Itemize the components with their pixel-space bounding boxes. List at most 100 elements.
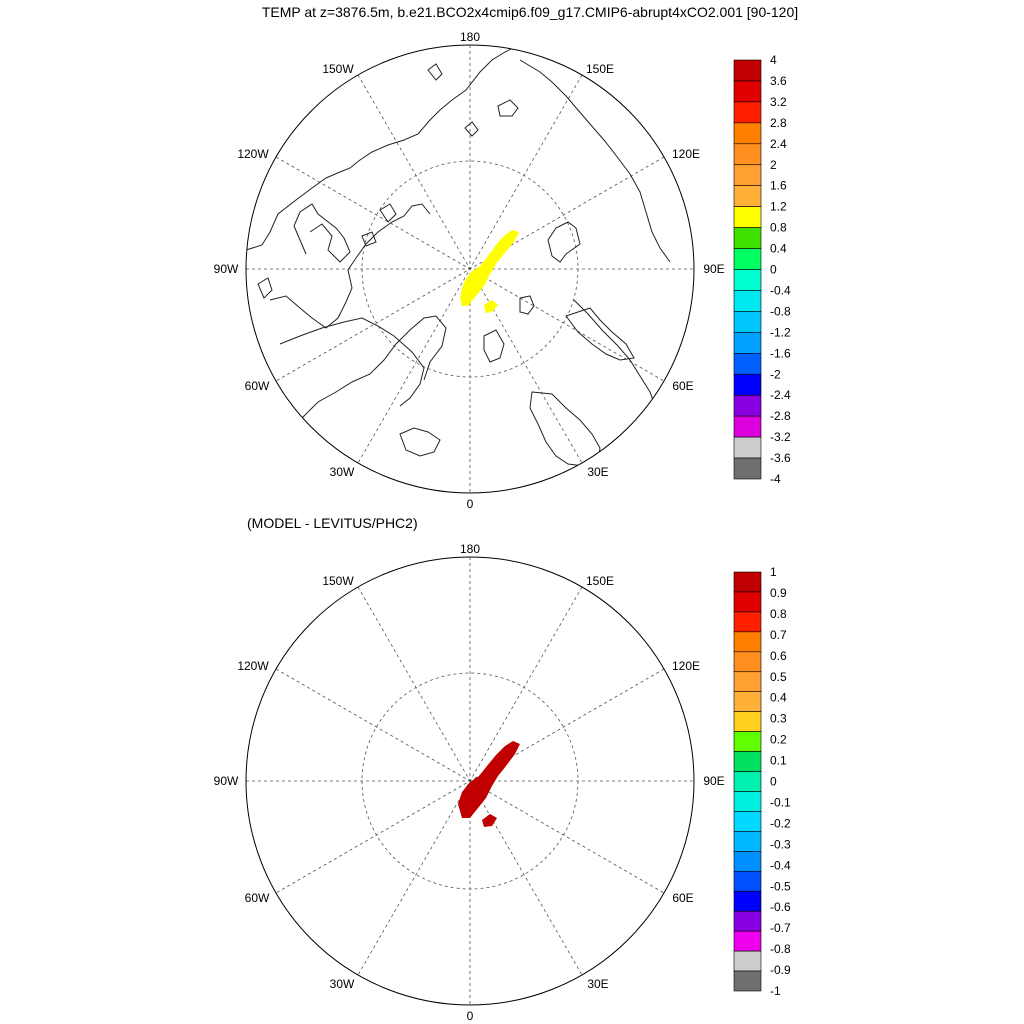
- colorbar-label: -0.2: [770, 816, 791, 830]
- colorbar-label: -3.6: [770, 451, 791, 465]
- lon-label-90w: 90W: [214, 774, 239, 788]
- lon-label-90w: 90W: [214, 262, 239, 276]
- colorbar-label: 0.5: [770, 670, 787, 684]
- colorbar-label: 0.6: [770, 649, 787, 663]
- colorbar-swatch: [733, 164, 762, 187]
- colorbar-swatch: [733, 970, 762, 992]
- colorbar-label: 0.1: [770, 754, 787, 768]
- graticule-top: [246, 45, 694, 493]
- colorbar-label: 0: [770, 263, 777, 277]
- data-region-bottom: [458, 741, 520, 827]
- colorbar-label: 0.9: [770, 586, 787, 600]
- lon-labels-top: 180 150W 150E 120W 120E 90W 90E 60W 60E …: [214, 30, 725, 511]
- colorbar-swatch: [733, 930, 762, 952]
- colorbar-label: 2.4: [770, 137, 787, 151]
- colorbar-label: -1.6: [770, 346, 791, 360]
- colorbar-swatch: [733, 373, 762, 396]
- lon-labels-bottom: 180 150W 150E 120W 120E 90W 90E 60W 60E …: [214, 542, 725, 1023]
- lon-label-30w: 30W: [330, 977, 355, 991]
- colorbar-label: -2.8: [770, 409, 791, 423]
- colorbar-label: -0.4: [770, 283, 791, 297]
- colorbar-label: -0.8: [770, 942, 791, 956]
- colorbar-swatch: [733, 352, 762, 375]
- colorbar-swatch: [733, 290, 762, 312]
- colorbar-label: -0.6: [770, 900, 791, 914]
- colorbar-swatch: [733, 711, 762, 732]
- data-fill-top: [460, 230, 519, 306]
- subtitle-bottom: (MODEL - LEVITUS/PHC2): [247, 515, 418, 531]
- graticule-bottom: [246, 557, 694, 1005]
- colorbar-label: 0.3: [770, 712, 787, 726]
- colorbar-swatch: [733, 101, 762, 124]
- lon-label-0: 0: [467, 1009, 474, 1023]
- colorbar-label: 2.8: [770, 116, 787, 130]
- colorbar-label: 3.6: [770, 74, 787, 88]
- colorbar-top: 4 3.6 3.2 2.8 2.4 2 1.6 1.2 0.8 0.4 0 -0.4 -0.8 -1.2 -…: [733, 53, 791, 486]
- colorbar-label: -0.1: [770, 795, 791, 809]
- colorbar-swatch: [733, 731, 762, 752]
- colorbar-swatch: [733, 890, 762, 912]
- colorbar-swatch: [733, 457, 762, 480]
- colorbar-label: -0.5: [770, 879, 791, 893]
- colorbar-swatch: [733, 811, 762, 832]
- colorbar-swatch: [733, 311, 762, 333]
- lon-label-150e: 150E: [586, 62, 614, 76]
- colorbar-label: 0.8: [770, 221, 787, 235]
- colorbar-label: -1.2: [770, 325, 791, 339]
- colorbar-swatch: [733, 248, 762, 270]
- colorbar-swatch: [733, 332, 762, 354]
- colorbar-swatch: [733, 591, 762, 613]
- colorbar-swatch: [733, 611, 762, 633]
- data-fill-bottom-patch: [482, 814, 497, 827]
- colorbar-label: -1: [770, 984, 781, 998]
- colorbar-label: -0.4: [770, 858, 791, 872]
- colorbar-label: 1.2: [770, 200, 787, 214]
- colorbar-label: 4: [770, 53, 777, 67]
- colorbar-swatch: [733, 227, 762, 249]
- colorbar-bottom: 1 0.9 0.8 0.7 0.6 0.5 0.4 0.3 0.2 0.1 0 -0.1 -0.2 -0.…: [733, 565, 791, 998]
- lon-label-60e: 60E: [672, 891, 693, 905]
- map-bottom: 180 150W 150E 120W 120E 90W 90E 60W 60E …: [214, 542, 791, 1023]
- colorbar-swatch: [733, 831, 762, 852]
- colorbar-label: 0.4: [770, 691, 787, 705]
- colorbar-label: -2: [770, 367, 781, 381]
- colorbar-swatch: [733, 910, 762, 932]
- colorbar-label: 0: [770, 775, 777, 789]
- colorbar-label: -3.2: [770, 430, 791, 444]
- data-fill-bottom: [458, 741, 520, 818]
- colorbar-swatch: [733, 415, 762, 438]
- lon-label-60w: 60W: [245, 379, 270, 393]
- lon-label-0: 0: [467, 497, 474, 511]
- map-frame-bottom: [245, 556, 695, 1006]
- coastlines-bottom: [246, 559, 670, 978]
- colorbar-label: 0.4: [770, 242, 787, 256]
- colorbar-swatch: [733, 950, 762, 972]
- colorbar-label: -0.7: [770, 921, 791, 935]
- colorbar-label: 0.8: [770, 607, 787, 621]
- colorbar-swatch: [733, 143, 762, 166]
- lon-label-120e: 120E: [672, 659, 700, 673]
- colorbar-swatch: [733, 185, 762, 207]
- colorbar-label: 1: [770, 565, 777, 579]
- colorbar-label: 0.7: [770, 628, 787, 642]
- colorbar-swatch: [733, 751, 762, 772]
- colorbar-label: -0.3: [770, 837, 791, 851]
- lon-label-60w: 60W: [245, 891, 270, 905]
- colorbar-swatch: [733, 870, 762, 892]
- lon-label-30e: 30E: [587, 465, 608, 479]
- colorbar-label: 2: [770, 158, 777, 172]
- colorbar-swatch: [733, 571, 762, 593]
- lon-label-120w: 120W: [237, 659, 269, 673]
- data-region-top: [460, 230, 519, 313]
- colorbar-label: -4: [770, 472, 781, 486]
- colorbar-swatch: [733, 791, 762, 812]
- colorbar-swatch: [733, 651, 762, 673]
- colorbar-swatch: [733, 691, 762, 712]
- coastlines-top: [246, 46, 671, 467]
- colorbar-swatch: [733, 671, 762, 693]
- colorbar-label: -2.4: [770, 388, 791, 402]
- colorbar-label: -0.9: [770, 963, 791, 977]
- lon-label-120w: 120W: [237, 147, 269, 161]
- colorbar-label: 3.2: [770, 95, 787, 109]
